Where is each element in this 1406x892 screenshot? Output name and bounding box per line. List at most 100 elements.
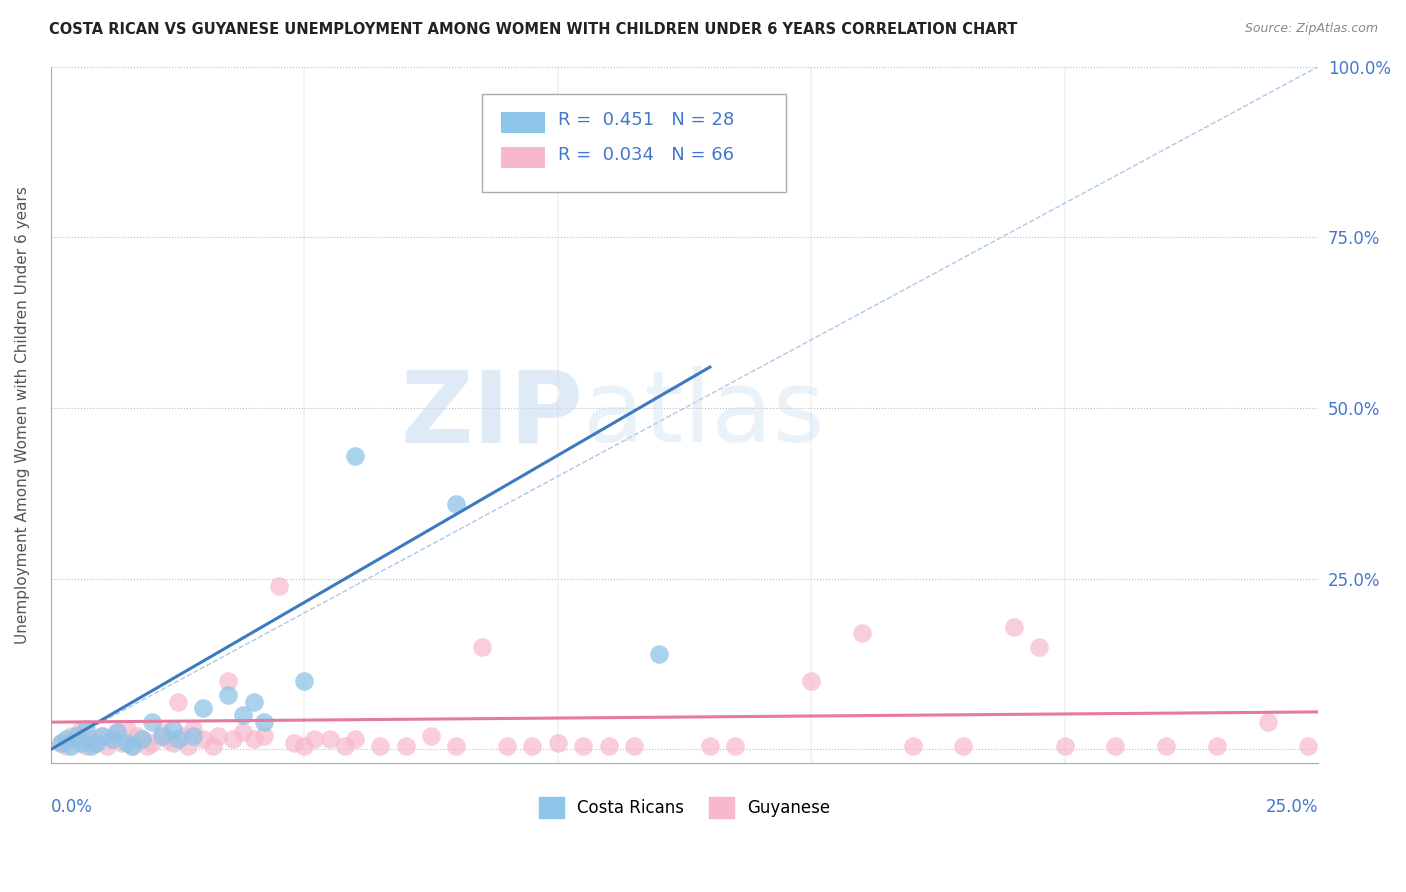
Point (699, 739, 721, 753)
Point (162, 722, 184, 736)
Point (70, 736, 93, 750)
Point (420, 729, 443, 743)
Point (65, 732, 87, 747)
Point (166, 732, 188, 747)
Point (952, 739, 974, 753)
Point (86, 736, 108, 750)
Point (49, 736, 72, 750)
Point (177, 739, 200, 753)
Point (496, 739, 519, 753)
Point (55, 739, 77, 753)
Point (253, 715, 276, 730)
Point (115, 736, 138, 750)
Text: atlas: atlas (583, 367, 825, 463)
Point (217, 688, 239, 702)
Point (222, 732, 245, 747)
Point (901, 739, 924, 753)
Point (344, 449, 367, 463)
Text: R =  0.034   N = 66: R = 0.034 N = 66 (558, 146, 734, 164)
Point (105, 725, 128, 739)
Point (1205, 739, 1227, 753)
Point (1296, 739, 1319, 753)
Point (191, 701, 214, 715)
Point (181, 729, 204, 743)
Point (283, 736, 305, 750)
Point (96, 739, 118, 753)
Point (121, 739, 143, 753)
Point (232, 708, 254, 723)
Point (136, 739, 159, 753)
Point (55, 732, 77, 747)
Point (125, 729, 148, 743)
Text: 0.0%: 0.0% (51, 797, 93, 816)
Point (131, 732, 153, 747)
FancyBboxPatch shape (501, 112, 546, 133)
Point (90, 729, 112, 743)
Point (80, 732, 103, 747)
Point (547, 736, 569, 750)
Text: ZIP: ZIP (401, 367, 583, 463)
Point (202, 739, 225, 753)
Point (181, 722, 204, 736)
Point (242, 695, 264, 709)
Point (395, 739, 418, 753)
Point (80, 739, 103, 753)
Point (141, 715, 163, 730)
Point (111, 736, 134, 750)
FancyBboxPatch shape (482, 95, 786, 192)
Point (522, 739, 544, 753)
Point (150, 725, 173, 739)
Point (598, 739, 620, 753)
Point (318, 732, 340, 747)
Point (242, 732, 264, 747)
Point (1002, 619, 1025, 633)
Point (90, 729, 112, 743)
Point (292, 739, 315, 753)
Point (1104, 739, 1126, 753)
Point (166, 695, 188, 709)
Point (100, 732, 122, 747)
Point (572, 739, 595, 753)
Point (648, 647, 671, 661)
Y-axis label: Unemployment Among Women with Children Under 6 years: Unemployment Among Women with Children U… (15, 186, 30, 644)
Point (446, 739, 468, 753)
Point (292, 674, 315, 689)
Point (75, 722, 97, 736)
Point (105, 725, 128, 739)
Point (800, 674, 823, 689)
Point (304, 732, 326, 747)
Point (75, 739, 97, 753)
Point (471, 640, 494, 654)
Point (207, 729, 229, 743)
Point (49, 736, 72, 750)
Point (60, 739, 83, 753)
Legend: Costa Ricans, Guyanese: Costa Ricans, Guyanese (531, 791, 837, 824)
Point (60, 729, 83, 743)
Point (623, 739, 645, 753)
Point (162, 736, 184, 750)
Point (370, 739, 392, 753)
Point (121, 739, 143, 753)
Point (1028, 640, 1050, 654)
Text: Source: ZipAtlas.com: Source: ZipAtlas.com (1244, 22, 1378, 36)
Point (1154, 739, 1177, 753)
Point (446, 497, 468, 511)
Point (100, 732, 122, 747)
Text: R =  0.451   N = 28: R = 0.451 N = 28 (558, 112, 734, 129)
Point (115, 722, 138, 736)
Point (1053, 739, 1076, 753)
Point (333, 739, 356, 753)
Point (232, 725, 254, 739)
Point (267, 578, 290, 592)
Point (156, 732, 179, 747)
Text: COSTA RICAN VS GUYANESE UNEMPLOYMENT AMONG WOMEN WITH CHILDREN UNDER 6 YEARS COR: COSTA RICAN VS GUYANESE UNEMPLOYMENT AMO… (49, 22, 1018, 37)
Point (851, 626, 873, 640)
Point (150, 729, 173, 743)
Point (86, 736, 108, 750)
Point (1257, 715, 1279, 730)
Point (141, 736, 163, 750)
Point (217, 674, 239, 689)
Point (724, 739, 747, 753)
Point (172, 729, 194, 743)
Text: 25.0%: 25.0% (1265, 797, 1319, 816)
